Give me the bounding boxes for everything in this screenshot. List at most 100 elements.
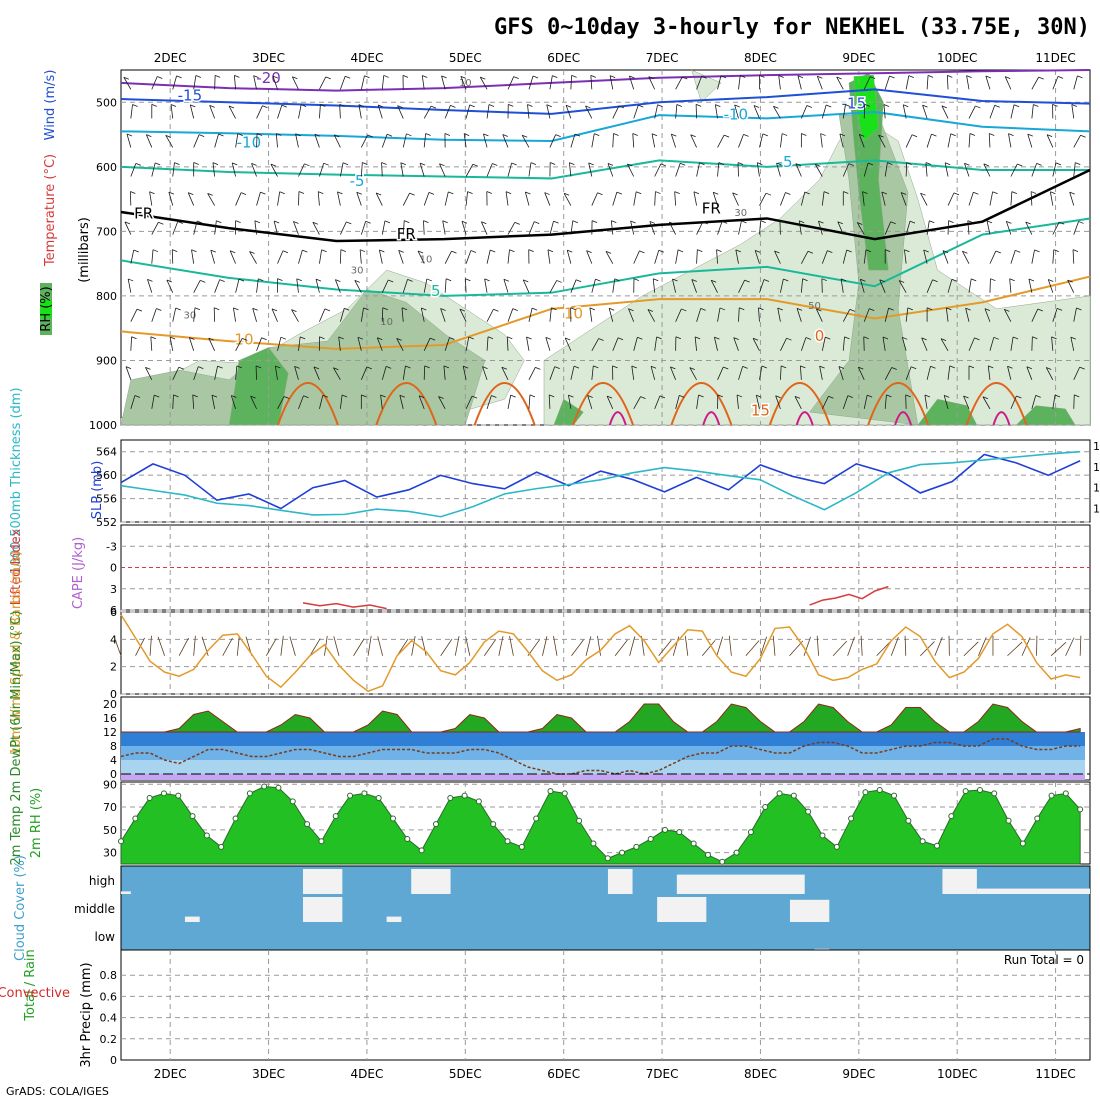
wind-barb <box>752 338 760 351</box>
wind-barb-flag <box>591 220 598 223</box>
wind-barb <box>207 193 216 206</box>
wind-barb-flag <box>563 192 570 196</box>
wind-barb-flag <box>836 76 842 80</box>
wind-barb-flag <box>761 365 768 369</box>
wind-barb <box>945 307 949 322</box>
wind-barb-flag <box>931 133 937 137</box>
wind-barb <box>298 395 304 410</box>
wind-barb-flag <box>318 191 324 194</box>
wind-barb-flag <box>565 104 572 108</box>
wind-barb-flag <box>638 104 644 108</box>
wind-barb-flag <box>190 104 196 108</box>
wind-barb <box>884 308 889 322</box>
wind-barb <box>842 395 849 409</box>
contour-label: FR <box>702 199 721 217</box>
wind-barb-flag <box>212 162 219 165</box>
wind-barb <box>359 249 362 264</box>
bottom-date-label: 11DEC <box>1035 1067 1075 1081</box>
wind-barb-flag <box>130 191 136 194</box>
surface-wind-barb <box>157 636 165 656</box>
rh-contour-label: 50 <box>808 301 821 312</box>
wind-barb <box>984 308 991 322</box>
surface-wind-barb <box>745 640 760 656</box>
wind-barb-flag <box>695 104 702 107</box>
wind-barb-flag <box>990 278 996 282</box>
wind-barb-flag <box>173 394 179 398</box>
wind-barb <box>296 278 299 293</box>
wind-barb <box>527 104 530 119</box>
wind-barb <box>1027 133 1033 148</box>
rh-point <box>1062 790 1069 797</box>
wind-barb-flag <box>720 75 727 79</box>
wind-barb-flag <box>177 221 183 224</box>
wind-barb-flag <box>783 278 789 282</box>
wind-barb <box>507 162 513 177</box>
wind-barb <box>165 135 174 148</box>
wind-barb-flag <box>442 220 448 224</box>
temperature-contour <box>120 168 1091 243</box>
wind-barb <box>151 308 157 322</box>
wind-barb-flag <box>629 75 635 79</box>
wind-barb-flag <box>762 133 768 137</box>
wind-barb-flag <box>380 394 386 398</box>
wind-barb-flag <box>653 278 659 282</box>
wind-barb <box>717 75 722 90</box>
wind-barb-flag <box>825 336 831 340</box>
wind-barb-flag <box>218 133 224 137</box>
wind-barb <box>717 307 721 322</box>
wind-barb <box>1069 192 1075 206</box>
wind-barb <box>696 308 702 322</box>
wind-barb-flag <box>1067 279 1073 283</box>
wind-barb-flag <box>312 221 318 225</box>
wind-barb-flag <box>944 162 951 166</box>
wind-barb <box>465 164 474 177</box>
wind-barb-flag <box>1006 220 1012 224</box>
top-date-label: 7DEC <box>646 51 679 65</box>
wind-barb-flag <box>242 338 248 341</box>
wind-barb <box>589 307 593 322</box>
wind-barb-flag <box>168 191 175 195</box>
wind-barb <box>862 191 865 206</box>
wind-barb <box>696 394 699 409</box>
wind-barb <box>521 135 530 148</box>
wind-barb <box>689 367 697 381</box>
wind-barb <box>654 104 658 119</box>
wind-barb <box>780 133 783 148</box>
wind-barb <box>648 76 656 90</box>
wind-barb <box>528 221 535 235</box>
wind-barb-flag <box>417 250 424 254</box>
contour-label: -15 <box>842 95 867 113</box>
cloud-level-label: high <box>89 874 115 888</box>
cloud-level-label: low <box>95 930 116 944</box>
wind-barb <box>612 192 618 206</box>
wind-barb-flag <box>906 162 912 165</box>
rh-point <box>318 838 325 845</box>
wind-barb <box>732 192 739 206</box>
wind-barb-flag <box>154 394 160 398</box>
wind-barb <box>235 365 238 380</box>
wind-barb <box>612 337 619 351</box>
wind-barb-flag <box>145 366 151 370</box>
wind-barb-flag <box>502 134 508 137</box>
wind-barb <box>717 366 724 380</box>
cloud-block <box>789 899 830 922</box>
wind-barb <box>172 162 175 177</box>
wind-barb <box>591 279 596 293</box>
bottom-date-label: 8DEC <box>744 1067 777 1081</box>
rh-point <box>332 813 339 820</box>
wind-barb <box>298 336 301 351</box>
wind-barb-flag <box>903 104 909 108</box>
wind-barb-flag <box>881 191 887 195</box>
wind-barb-flag <box>396 338 402 341</box>
top-date-label: 3DEC <box>252 51 285 65</box>
surface-wind-barb <box>1079 635 1082 656</box>
wind-barb-flag <box>574 133 581 137</box>
wind-barb-flag <box>1027 133 1033 137</box>
top-date-label: 4DEC <box>351 51 384 65</box>
surface-wind-barb <box>684 635 689 656</box>
wind-barb <box>193 307 196 322</box>
axis-label-part: Cloud Cover (%) <box>13 855 28 961</box>
wind-barb <box>354 280 362 293</box>
top-date-label: 8DEC <box>744 51 777 65</box>
wind-tick-label: 6 <box>110 606 117 619</box>
